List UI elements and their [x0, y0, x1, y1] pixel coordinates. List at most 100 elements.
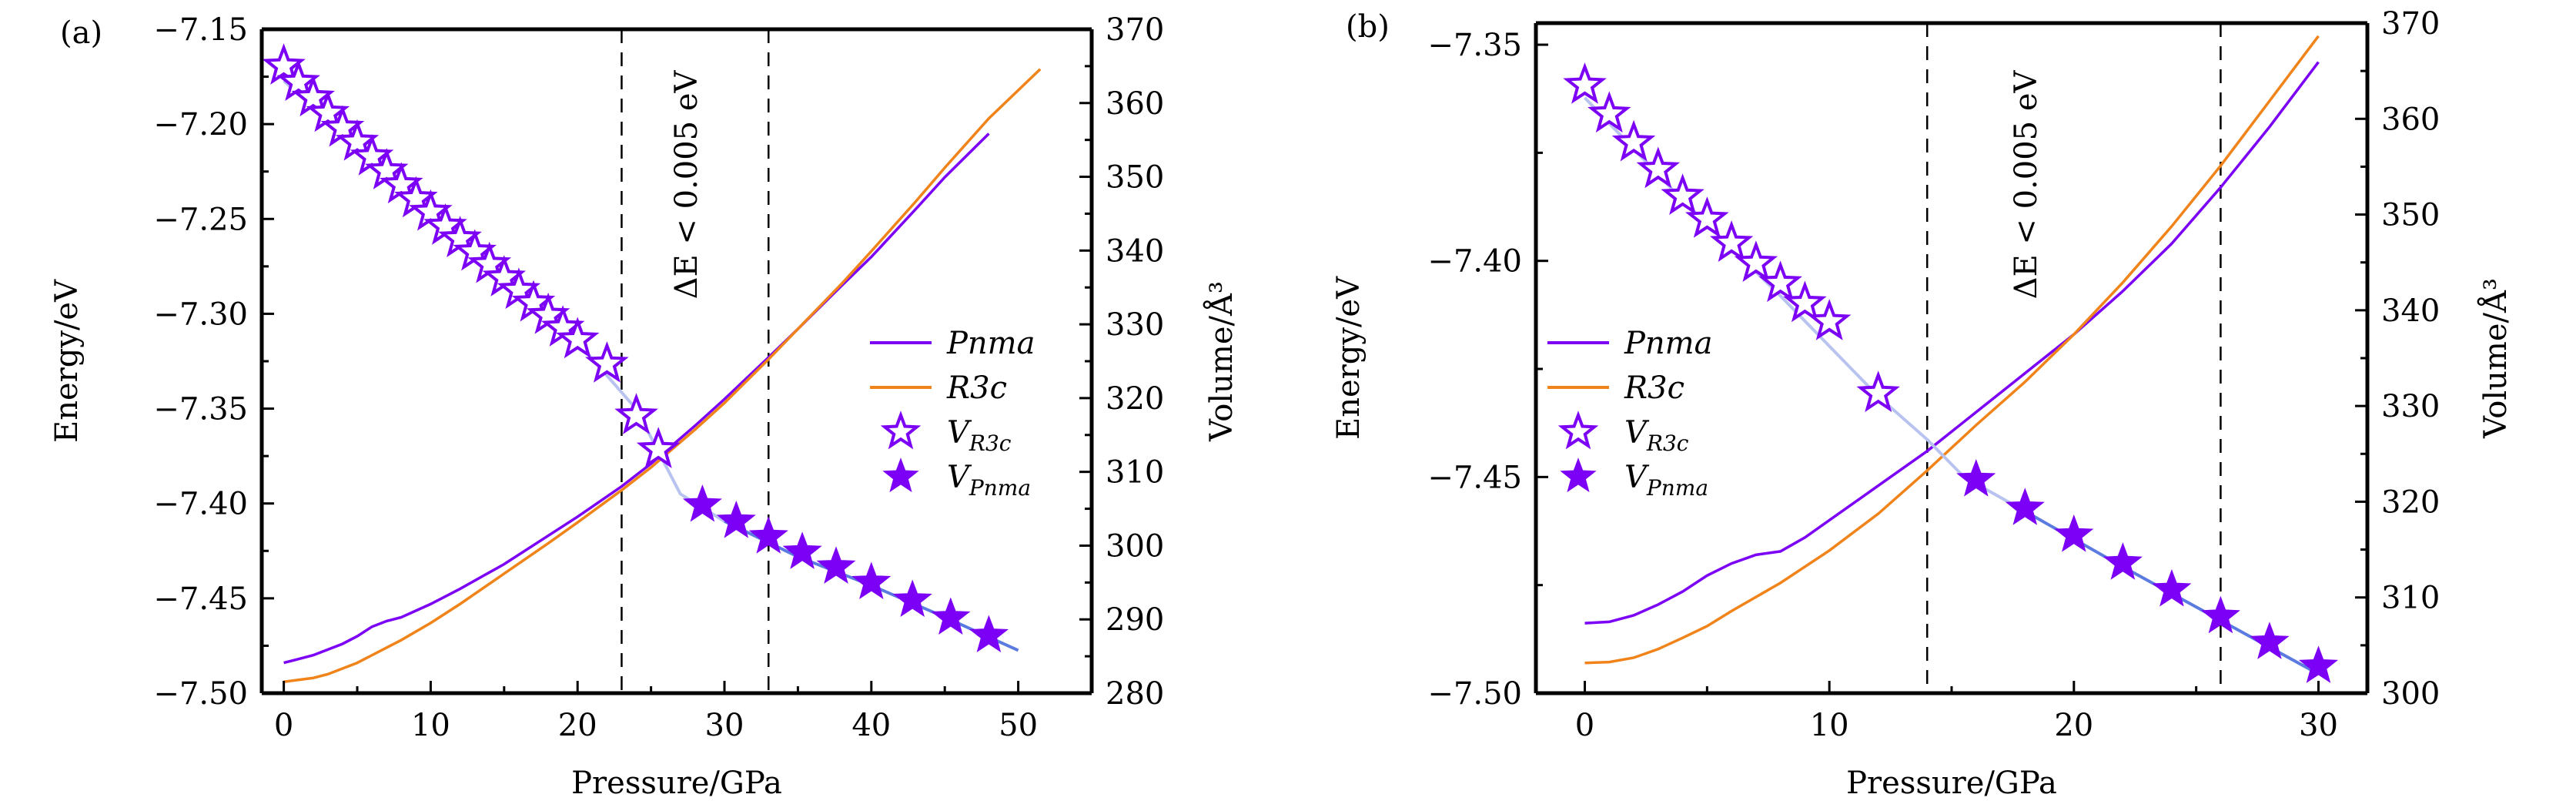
v-r3c-star-marker: [1636, 146, 1681, 189]
y-tick-label: −7.40: [153, 487, 248, 522]
y2-axis-title: Volume/Å³: [1203, 281, 1239, 442]
v-r3c-star-marker: [1685, 196, 1729, 238]
v-r3c-star-marker: [1856, 370, 1900, 413]
v-pnma-star-marker: [969, 615, 1009, 653]
v-pnma-star-marker: [748, 516, 788, 554]
legend-label-v-r3c: VR3c: [947, 415, 1012, 456]
x-tick-label: 30: [705, 708, 744, 743]
y2-tick-label: 360: [2381, 102, 2440, 137]
legend-label-pnma: Pnma: [946, 326, 1035, 361]
y-axis-title: Energy/eV: [49, 279, 85, 443]
v-pnma-star-marker: [2005, 488, 2045, 525]
v-r3c-star-marker: [1709, 220, 1754, 262]
y-tick-label: −7.15: [153, 12, 248, 48]
y2-tick-label: 290: [1106, 602, 1164, 638]
x-tick-label: 40: [851, 708, 891, 743]
x-tick-label: 10: [411, 708, 450, 743]
y2-tick-label: 300: [1106, 528, 1164, 564]
v-r3c-star-marker: [585, 341, 629, 383]
v-pnma-star-marker: [2054, 514, 2094, 552]
x-tick-label: 30: [2299, 708, 2338, 743]
legend-filled-star-icon: [882, 457, 919, 493]
y-tick-label: −7.35: [153, 392, 248, 427]
v-r3c-star-marker: [1758, 260, 1802, 303]
y-tick-label: −7.20: [153, 107, 248, 142]
y2-tick-label: 300: [2381, 676, 2440, 712]
y2-tick-label: 370: [1106, 12, 1164, 48]
v-r3c-star-marker: [614, 393, 658, 434]
y2-tick-label: 310: [1106, 455, 1164, 491]
y2-tick-label: 350: [1106, 160, 1164, 196]
v-r3c-star-marker: [262, 43, 306, 85]
legend-label-pnma: Pnma: [1624, 326, 1712, 361]
v-pnma-star-marker: [1956, 458, 1996, 497]
v-pnma-star-marker: [2152, 568, 2192, 607]
y2-tick-label: 350: [2381, 198, 2440, 233]
legend-open-star-icon: [1557, 411, 1599, 450]
y2-tick-label: 340: [2381, 293, 2440, 329]
y2-tick-label: 330: [2381, 389, 2440, 424]
x-axis-title: Pressure/GPa: [1846, 766, 2057, 801]
y-tick-label: −7.45: [1427, 460, 1522, 495]
panel-label: (b): [1346, 9, 1390, 45]
y-axis-title: Energy/eV: [1331, 276, 1367, 440]
v-pnma-star-marker: [782, 531, 822, 569]
x-axis-title: Pressure/GPa: [571, 766, 782, 801]
v-pnma-star-marker: [2250, 622, 2290, 659]
y-tick-label: −7.50: [1427, 676, 1522, 712]
y2-tick-label: 280: [1106, 676, 1164, 712]
v-r3c-star-marker: [276, 59, 320, 102]
v-pnma-star-marker: [851, 561, 892, 600]
legend-open-star-icon: [880, 411, 922, 450]
legend-filled-star-icon: [1560, 457, 1597, 493]
delta-e-annotation: ΔE < 0.005 eV: [669, 69, 704, 299]
v-pnma-star-marker: [892, 579, 932, 618]
x-tick-label: 20: [2054, 708, 2093, 743]
v-pnma-star-marker: [816, 546, 856, 584]
v-pnma-star-marker: [682, 484, 722, 522]
v-r3c-star-marker: [1661, 173, 1705, 216]
y-tick-label: −7.40: [1427, 244, 1522, 280]
legend-label-v-pnma: VPnma: [947, 460, 1031, 501]
panel-label: (a): [60, 15, 102, 51]
v-r3c-star-marker: [1783, 280, 1827, 323]
y-tick-label: −7.25: [153, 202, 248, 237]
energy-curve-pnma: [1584, 61, 2320, 625]
x-tick-label: 0: [274, 708, 293, 743]
v-r3c-star-marker: [1587, 91, 1631, 133]
y-tick-label: −7.50: [153, 676, 248, 712]
y-tick-label: −7.30: [153, 297, 248, 332]
v-pnma-star-marker: [931, 597, 971, 635]
v-r3c-star-marker: [636, 427, 681, 468]
v-r3c-star-marker: [1734, 240, 1778, 283]
y-tick-label: −7.35: [1427, 28, 1522, 63]
v-pnma-star-marker: [716, 500, 756, 538]
y-tick-label: −7.45: [153, 581, 248, 617]
y2-tick-label: 320: [2381, 484, 2440, 520]
delta-e-annotation: ΔE < 0.005 eV: [2009, 69, 2044, 299]
legend-label-v-r3c: VR3c: [1624, 415, 1689, 456]
x-tick-label: 50: [999, 708, 1038, 743]
y2-axis-title: Volume/Å³: [2477, 278, 2514, 439]
y2-tick-label: 320: [1106, 381, 1164, 417]
energy-curve-r3c: [1584, 35, 2320, 665]
y2-tick-label: 370: [2381, 6, 2440, 42]
v-pnma-star-marker: [2200, 595, 2240, 634]
y2-tick-label: 360: [1106, 86, 1164, 122]
legend-label-r3c: R3c: [946, 370, 1007, 406]
legend-label-r3c: R3c: [1624, 370, 1684, 406]
panel-a: (a) ΔE < 0.005 eV 0 10 20 30 40 50 −7.50 −7.45 −7.…: [49, 12, 1239, 801]
panel-b: (b) ΔE < 0.005 eV 0 10 20 30 −7.50 −7.45 −7.40 −7…: [1331, 6, 2514, 801]
v-pnma-star-marker: [2298, 645, 2339, 683]
v-pnma-star-marker: [2103, 542, 2143, 580]
x-tick-label: 20: [558, 708, 597, 743]
y2-tick-label: 340: [1106, 233, 1164, 269]
y2-tick-label: 330: [1106, 307, 1164, 343]
x-tick-label: 0: [1575, 708, 1594, 743]
energy-curve-r3c: [283, 68, 1042, 683]
y2-tick-label: 310: [2381, 581, 2440, 616]
legend-label-v-pnma: VPnma: [1624, 460, 1708, 501]
